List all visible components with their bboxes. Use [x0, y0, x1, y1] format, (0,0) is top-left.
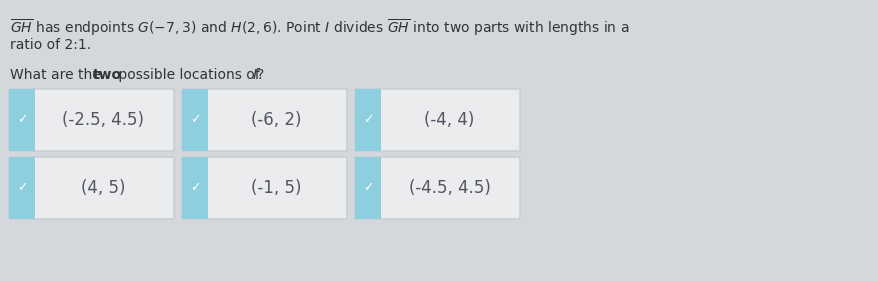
Bar [356, 158, 376, 218]
FancyBboxPatch shape [182, 157, 347, 219]
Text: ratio of 2:1.: ratio of 2:1. [10, 38, 91, 52]
Text: ✓: ✓ [363, 114, 373, 126]
Text: ✓: ✓ [190, 182, 200, 194]
Bar [183, 158, 203, 218]
Text: (-2.5, 4.5): (-2.5, 4.5) [62, 111, 144, 129]
FancyBboxPatch shape [355, 157, 520, 219]
FancyBboxPatch shape [182, 89, 208, 151]
FancyBboxPatch shape [182, 89, 347, 151]
Text: ✓: ✓ [363, 182, 373, 194]
Text: (-6, 2): (-6, 2) [251, 111, 301, 129]
Text: What are the: What are the [10, 68, 105, 82]
FancyBboxPatch shape [9, 157, 174, 219]
Text: (4, 5): (4, 5) [81, 179, 126, 197]
Text: (-4, 4): (-4, 4) [424, 111, 474, 129]
Text: ✓: ✓ [17, 114, 27, 126]
Text: two: two [93, 68, 122, 82]
Bar [10, 158, 30, 218]
Bar [356, 90, 376, 150]
FancyBboxPatch shape [355, 157, 380, 219]
Text: ✓: ✓ [17, 182, 27, 194]
Text: $\overline{GH}$ has endpoints $G(-7, 3)$ and $H(2, 6)$. Point $I$ divides $\over: $\overline{GH}$ has endpoints $G(-7, 3)$… [10, 18, 629, 38]
FancyBboxPatch shape [9, 89, 174, 151]
FancyBboxPatch shape [355, 89, 380, 151]
FancyBboxPatch shape [355, 89, 520, 151]
Bar [10, 90, 30, 150]
FancyBboxPatch shape [182, 157, 208, 219]
Text: ✓: ✓ [190, 114, 200, 126]
Text: possible locations of: possible locations of [114, 68, 263, 82]
Text: (-4.5, 4.5): (-4.5, 4.5) [408, 179, 490, 197]
Text: (-1, 5): (-1, 5) [251, 179, 301, 197]
FancyBboxPatch shape [9, 157, 35, 219]
FancyBboxPatch shape [9, 89, 35, 151]
Bar [183, 90, 203, 150]
Text: $I$?: $I$? [252, 68, 264, 82]
